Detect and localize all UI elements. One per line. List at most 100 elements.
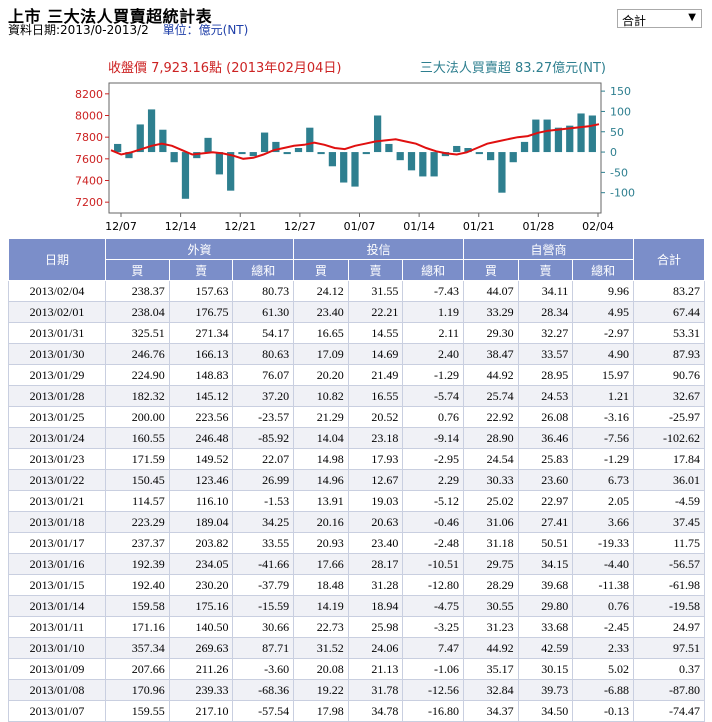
table-cell: 87.71 bbox=[232, 637, 295, 659]
table-cell: 4.95 bbox=[572, 301, 634, 323]
table-cell: 157.63 bbox=[168, 280, 234, 302]
net-bar bbox=[554, 127, 563, 153]
subheader-net: 總和 bbox=[402, 259, 465, 281]
table-cell: 9.96 bbox=[572, 280, 634, 302]
right-tick-label: -50 bbox=[610, 166, 628, 179]
net-bar bbox=[396, 152, 404, 161]
table-cell: -102.62 bbox=[633, 427, 705, 449]
table-cell: 175.16 bbox=[168, 595, 234, 617]
table-cell: -10.51 bbox=[402, 553, 465, 575]
table-cell: -56.57 bbox=[633, 553, 705, 575]
table-cell: 170.96 bbox=[105, 679, 170, 701]
table-cell: 16.55 bbox=[347, 385, 404, 407]
data-table: 日期 外資 投信 自營商 合計 買 賣 總和 買 賣 總和 買 賣 總和 201… bbox=[8, 238, 705, 722]
table-cell: 30.66 bbox=[232, 616, 295, 638]
table-cell: 33.55 bbox=[232, 532, 295, 554]
subheader-sell: 賣 bbox=[347, 259, 404, 281]
subheader-net: 總和 bbox=[572, 259, 634, 281]
table-row: 2013/01/25 200.00 223.56 -23.57 21.29 20.52 0.… bbox=[8, 406, 705, 428]
net-bar bbox=[532, 119, 540, 153]
net-bar bbox=[317, 152, 325, 155]
table-cell: 24.97 bbox=[633, 616, 705, 638]
cell-date: 2013/01/31 bbox=[8, 322, 106, 344]
table-cell: 5.02 bbox=[572, 658, 634, 680]
table-cell: 15.97 bbox=[572, 364, 634, 386]
table-row: 2013/01/28 182.32 145.12 37.20 10.82 16.55 -5.… bbox=[8, 385, 705, 407]
table-cell: 22.73 bbox=[293, 616, 349, 638]
table-cell: 29.30 bbox=[463, 322, 519, 344]
table-cell: 357.34 bbox=[105, 637, 170, 659]
plot-frame bbox=[108, 82, 602, 214]
table-cell: 26.99 bbox=[232, 469, 295, 491]
table-cell: -41.66 bbox=[232, 553, 295, 575]
table-cell: 237.37 bbox=[105, 532, 170, 554]
cell-date: 2013/01/08 bbox=[8, 679, 106, 701]
table-cell: -3.25 bbox=[402, 616, 465, 638]
table-cell: 30.15 bbox=[517, 658, 574, 680]
table-cell: 1.19 bbox=[402, 301, 465, 323]
left-tick-label: 7200 bbox=[75, 196, 103, 209]
table-cell: 14.69 bbox=[347, 343, 404, 365]
cell-date: 2013/01/10 bbox=[8, 637, 106, 659]
table-cell: -1.06 bbox=[402, 658, 465, 680]
table-cell: 17.66 bbox=[293, 553, 349, 575]
table-cell: -15.59 bbox=[232, 595, 295, 617]
table-cell: 16.65 bbox=[293, 322, 349, 344]
header-trust: 投信 bbox=[293, 238, 465, 260]
table-cell: 90.76 bbox=[633, 364, 705, 386]
table-cell: 14.55 bbox=[347, 322, 404, 344]
price-line bbox=[110, 123, 600, 160]
table-row: 2013/01/10 357.34 269.63 87.71 31.52 24.06 7.4… bbox=[8, 637, 705, 659]
table-cell: 23.18 bbox=[347, 427, 404, 449]
net-bar bbox=[430, 152, 438, 177]
table-cell: 19.03 bbox=[347, 490, 404, 512]
net-bar bbox=[204, 137, 212, 153]
table-cell: -3.16 bbox=[572, 406, 634, 428]
table-cell: 37.45 bbox=[633, 511, 705, 533]
table-cell: -1.29 bbox=[402, 364, 465, 386]
table-cell: 53.31 bbox=[633, 322, 705, 344]
table-cell: 182.32 bbox=[105, 385, 170, 407]
table-cell: 37.20 bbox=[232, 385, 295, 407]
table-cell: 2.29 bbox=[402, 469, 465, 491]
table-cell: 31.52 bbox=[293, 637, 349, 659]
table-cell: 203.82 bbox=[168, 532, 234, 554]
cell-date: 2013/01/11 bbox=[8, 616, 106, 638]
table-cell: -12.80 bbox=[402, 574, 465, 596]
net-bar bbox=[215, 152, 223, 175]
x-tick-label: 12/27 bbox=[284, 220, 316, 233]
table-cell: 21.49 bbox=[347, 364, 404, 386]
table-cell: 61.30 bbox=[232, 301, 295, 323]
table-cell: 18.48 bbox=[293, 574, 349, 596]
table-row: 2013/01/31 325.51 271.34 54.17 16.65 14.55 2.1… bbox=[8, 322, 705, 344]
table-row: 2013/01/18 223.29 189.04 34.25 20.16 20.63 -0.… bbox=[8, 511, 705, 533]
chevron-down-icon: ▼ bbox=[688, 12, 696, 23]
table-cell: 28.90 bbox=[463, 427, 519, 449]
table-cell: -4.75 bbox=[402, 595, 465, 617]
table-cell: 207.66 bbox=[105, 658, 170, 680]
table-cell: 44.92 bbox=[463, 364, 519, 386]
table-cell: 238.37 bbox=[105, 280, 170, 302]
market-select[interactable]: 合計 ▼ bbox=[617, 9, 702, 28]
table-cell: 50.51 bbox=[517, 532, 574, 554]
net-bar bbox=[159, 129, 167, 153]
table-cell: 23.40 bbox=[293, 301, 349, 323]
table-cell: 39.73 bbox=[517, 679, 574, 701]
table-cell: 31.28 bbox=[347, 574, 404, 596]
table-cell: 192.40 bbox=[105, 574, 170, 596]
table-cell: 25.83 bbox=[517, 448, 574, 470]
table-cell: -6.88 bbox=[572, 679, 634, 701]
net-bar bbox=[566, 125, 574, 153]
table-cell: 18.94 bbox=[347, 595, 404, 617]
net-bar bbox=[272, 141, 280, 153]
net-bar bbox=[306, 127, 314, 153]
table-cell: -23.57 bbox=[232, 406, 295, 428]
net-bar bbox=[125, 152, 133, 159]
table-cell: 3.66 bbox=[572, 511, 634, 533]
table-cell: -4.59 bbox=[633, 490, 705, 512]
legend-net: 三大法人買賣超 83.27億元(NT) bbox=[420, 60, 606, 76]
table-cell: -1.53 bbox=[232, 490, 295, 512]
right-tick-label: -100 bbox=[610, 187, 635, 200]
table-cell: -16.80 bbox=[402, 700, 465, 722]
table-cell: 67.44 bbox=[633, 301, 705, 323]
